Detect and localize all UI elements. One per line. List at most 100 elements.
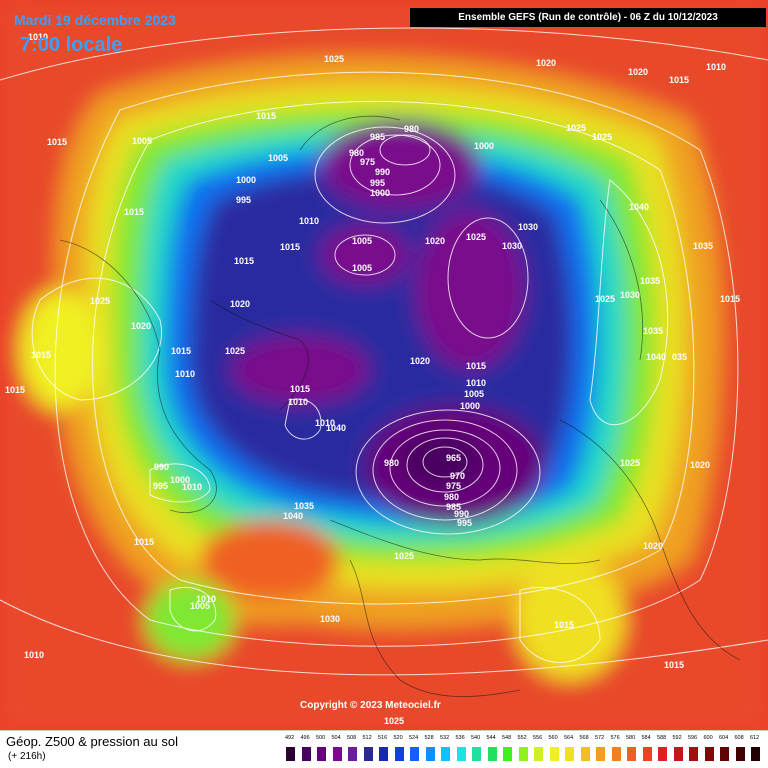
isobar-label: 1010 (706, 62, 726, 72)
isobar-label: 1020 (536, 58, 556, 68)
legend-swatch (456, 747, 466, 761)
legend-value-label: 524 (409, 735, 419, 741)
map-title: Géop. Z500 & pression au sol (6, 734, 178, 749)
isobar-label: 1035 (294, 501, 314, 511)
legend-swatch (301, 747, 311, 761)
legend-value-label: 604 (719, 735, 729, 741)
isobar-label: 985 (370, 132, 385, 142)
isobar-label: 1025 (566, 123, 586, 133)
isobar-label: 1020 (230, 299, 250, 309)
isobar-label: 1010 (196, 594, 216, 604)
isobar-label: 980 (384, 458, 399, 468)
isobar-label: 1015 (290, 384, 310, 394)
legend-swatch (487, 747, 497, 761)
isobar-label: 1010 (28, 32, 48, 42)
isobar-label: 1010 (315, 418, 335, 428)
isobar-label: 975 (360, 157, 375, 167)
legend-value-label: 600 (703, 735, 713, 741)
isobar-label: 1035 (640, 276, 660, 286)
isobar-label: 1035 (643, 326, 663, 336)
legend-value-label: 532 (440, 735, 450, 741)
legend-value-label: 520 (393, 735, 403, 741)
isobar-label: 1000 (474, 141, 494, 151)
legend-swatch (363, 747, 373, 761)
isobar-label: 990 (454, 509, 469, 519)
legend-swatch (642, 747, 652, 761)
isobar-label: 1025 (90, 296, 110, 306)
legend-swatch (627, 747, 636, 761)
isobar-label: 1010 (24, 650, 44, 660)
isobar-label: 1010 (182, 482, 202, 492)
isobar-label: 1015 (280, 242, 300, 252)
isobar-label: 1030 (320, 614, 340, 624)
isobar-label: 1005 (464, 389, 484, 399)
legend-swatch (565, 747, 574, 761)
isobar-label: 985 (446, 502, 461, 512)
isobar-label: 1015 (720, 294, 740, 304)
legend-value-label: 560 (548, 735, 558, 741)
isobar-label: 1035 (693, 241, 713, 251)
isobar-label: 035 (672, 352, 687, 362)
legend-value-label: 588 (657, 735, 667, 741)
legend-value-label: 556 (533, 735, 543, 741)
legend-swatch (735, 747, 745, 761)
isobar-label: 1015 (134, 537, 154, 547)
legend-swatch (704, 747, 714, 761)
legend-value-label: 540 (471, 735, 481, 741)
isobar-label: 1010 (299, 216, 319, 226)
legend-swatch (332, 747, 342, 761)
legend-swatch (410, 747, 419, 761)
forecast-date: Mardi 19 décembre 2023 (14, 12, 176, 28)
isobar-label: 1010 (175, 369, 195, 379)
legend-swatch (689, 747, 698, 761)
isobar-label: 1015 (234, 256, 254, 266)
isobar-label: 1015 (124, 207, 144, 217)
copyright-notice: Copyright © 2023 Meteociel.fr (300, 700, 441, 711)
isobar-label: 995 (236, 195, 251, 205)
isobar-label: 1015 (669, 75, 689, 85)
isobar-label: 1020 (131, 321, 151, 331)
isobar-label: 975 (446, 481, 461, 491)
isobar-label: 1005 (268, 153, 288, 163)
legend-value-label: 576 (610, 735, 620, 741)
isobar-label: 1000 (236, 175, 256, 185)
run-info-banner: Ensemble GEFS (Run de contrôle) - 06 Z d… (410, 8, 766, 27)
isobar-label: 1015 (664, 660, 684, 670)
legend-swatch (534, 747, 543, 761)
legend-value-label: 496 (300, 735, 310, 741)
isobar-label: 1000 (170, 475, 190, 485)
geopotential-field (0, 0, 768, 730)
isobar-label: 1020 (690, 460, 710, 470)
isobar-label: 1005 (352, 236, 372, 246)
forecast-lead-time: (+ 216h) (8, 751, 46, 762)
legend-swatch (286, 747, 295, 761)
legend-value-label: 564 (564, 735, 574, 741)
legend-swatch (673, 747, 683, 761)
isobar-lines (0, 27, 768, 676)
legend-swatch (720, 747, 729, 761)
legend-value-label: 516 (378, 735, 388, 741)
isobar-label: 1025 (324, 54, 344, 64)
isobar-label: 1025 (592, 132, 612, 142)
legend-value-label: 584 (641, 735, 651, 741)
legend-value-label: 552 (517, 735, 527, 741)
legend-value-label: 528 (424, 735, 434, 741)
forecast-local-time: 7:00 locale (20, 34, 123, 56)
isobar-label: 980 (404, 124, 419, 134)
isobar-label: 1015 (5, 385, 25, 395)
isobar-label: 1030 (518, 222, 538, 232)
legend-swatch (441, 747, 450, 761)
isobar-label: 990 (375, 167, 390, 177)
legend-swatch (472, 747, 481, 761)
legend-swatch (394, 747, 404, 761)
isobar-label: 1000 (370, 188, 390, 198)
isobar-label: 1025 (466, 232, 486, 242)
isobar-label: 1015 (171, 346, 191, 356)
map-footer: Géop. Z500 & pression au sol (+ 216h) 49… (0, 730, 768, 768)
legend-swatch (549, 747, 559, 761)
legend-value-label: 508 (347, 735, 357, 741)
legend-value-label: 536 (455, 735, 465, 741)
legend-swatch (658, 747, 667, 761)
